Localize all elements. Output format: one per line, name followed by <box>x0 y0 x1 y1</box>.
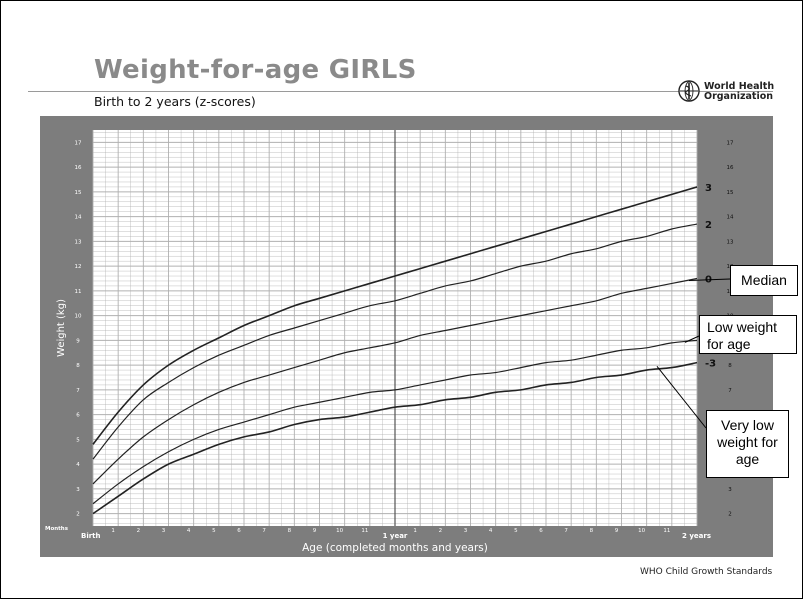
y-tick-left: 4 <box>76 462 80 468</box>
callout-low-line-1: Low weight <box>707 319 778 335</box>
leader-low-weight <box>684 335 700 343</box>
y-tick-right: 7 <box>728 388 732 394</box>
x-tick-label: 5 <box>212 528 216 534</box>
y-axis-label: Weight (kg) <box>56 299 67 357</box>
x-tick-label: 8 <box>288 528 292 534</box>
x-tick-label: 1 year <box>383 532 408 540</box>
callout-verylow-line-1: Very low <box>721 417 774 433</box>
y-tick-left: 8 <box>76 363 80 369</box>
x-tick-label: 10 <box>336 528 343 534</box>
callout-low-weight: Low weight for age <box>699 315 797 354</box>
y-tick-left: 7 <box>76 388 80 394</box>
x-tick-label: 2 years <box>682 532 711 540</box>
y-tick-left: 16 <box>75 165 82 171</box>
chart-subtitle: Birth to 2 years (z-scores) <box>94 94 256 109</box>
y-tick-left: 11 <box>75 289 82 295</box>
y-tick-left: 14 <box>75 215 82 221</box>
leader-median <box>688 278 731 281</box>
y-tick-left: 3 <box>76 487 80 493</box>
x-tick-label: 10 <box>638 528 645 534</box>
curve-label-z--3: -3 <box>705 359 716 370</box>
callout-median: Median <box>730 265 798 296</box>
callout-low-line-2: for age <box>707 336 751 352</box>
y-tick-left: 6 <box>76 413 80 419</box>
y-tick-right: 3 <box>728 487 732 493</box>
x-tick-label: Birth <box>81 532 101 540</box>
curve-label-z-2: 2 <box>705 220 712 231</box>
title-rule <box>28 91 773 92</box>
curve-z-3 <box>92 186 698 445</box>
y-tick-left: 13 <box>75 239 82 245</box>
callout-verylow-line-3: age <box>735 451 760 467</box>
y-tick-right: 16 <box>727 165 734 171</box>
x-tick-label: 8 <box>590 528 594 534</box>
y-tick-left: 12 <box>75 264 82 270</box>
curve-z-0 <box>92 277 698 485</box>
x-axis-label: Age (completed months and years) <box>302 542 488 554</box>
x-tick-label: 1 <box>111 528 115 534</box>
x-tick-label: 4 <box>489 528 493 534</box>
grid-lines <box>92 130 698 526</box>
x-tick-label: 4 <box>187 528 191 534</box>
leader-very-low-weight <box>656 366 707 429</box>
callout-verylow-line-2: weight for <box>717 434 778 450</box>
x-tick-label: 3 <box>464 528 468 534</box>
y-tick-left: 15 <box>75 190 82 196</box>
curve-z-2 <box>92 223 698 460</box>
x-tick-label: 7 <box>564 528 568 534</box>
x-tick-label: 9 <box>313 528 317 534</box>
x-tick-label: 11 <box>361 528 368 534</box>
y-tick-right: 2 <box>728 512 732 518</box>
x-tick-label: 3 <box>162 528 166 534</box>
curves-layer: 320-3 <box>92 183 716 515</box>
y-tick-left: 5 <box>76 437 80 443</box>
organization-name: World Health Organization <box>704 82 774 102</box>
organization-line-2: Organization <box>704 91 774 102</box>
y-tick-right: 17 <box>727 140 734 146</box>
y-tick-right: 14 <box>727 215 734 221</box>
x-tick-label: 9 <box>615 528 619 534</box>
curve-label-z-3: 3 <box>705 183 712 194</box>
x-tick-label: 2 <box>137 528 141 534</box>
curve-z--3 <box>92 361 698 515</box>
x-tick-label: 6 <box>237 528 241 534</box>
callout-very-low-weight: Very low weight for age <box>706 410 789 478</box>
y-tick-left: 10 <box>75 314 82 320</box>
y-tick-right: 15 <box>727 190 734 196</box>
y-tick-left: 17 <box>75 140 82 146</box>
x-tick-label: 1 <box>413 528 417 534</box>
curve-z--2 <box>92 339 698 505</box>
y-tick-right: 8 <box>728 363 732 369</box>
y-tick-left: 9 <box>76 338 80 344</box>
y-tick-left: 2 <box>76 512 80 518</box>
organization-line-1: World Health <box>704 81 775 92</box>
x-tick-label: 7 <box>262 528 266 534</box>
footer-source: WHO Child Growth Standards <box>640 567 773 577</box>
y-tick-right: 13 <box>727 239 734 245</box>
chart-title: Weight-for-age GIRLS <box>94 55 417 85</box>
months-label: Months <box>45 526 69 532</box>
x-tick-label: 11 <box>663 528 670 534</box>
x-tick-label: 6 <box>539 528 543 534</box>
x-tick-label: 5 <box>514 528 518 534</box>
x-tick-label: 2 <box>439 528 443 534</box>
who-emblem-icon <box>678 80 700 102</box>
callout-leaders <box>656 278 731 429</box>
